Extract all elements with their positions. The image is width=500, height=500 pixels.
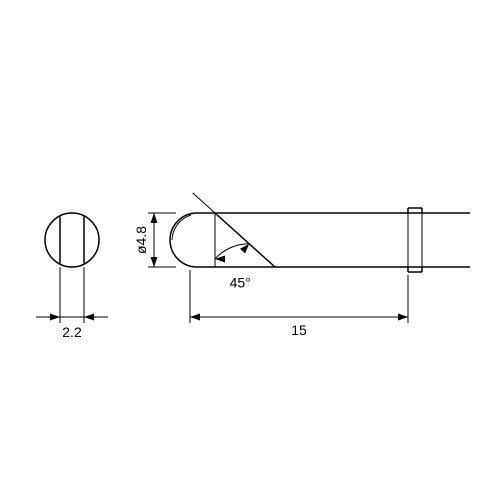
technical-drawing: 2.2 ø4.8 45° 15 [0,0,500,500]
side-view: ø4.8 45° 15 [133,193,470,338]
angle-label: 45° [230,275,251,291]
length-label: 15 [291,322,307,338]
diameter-label: ø4.8 [133,226,149,254]
front-view: 2.2 [36,213,108,340]
front-width-value: 2.2 [62,324,82,340]
